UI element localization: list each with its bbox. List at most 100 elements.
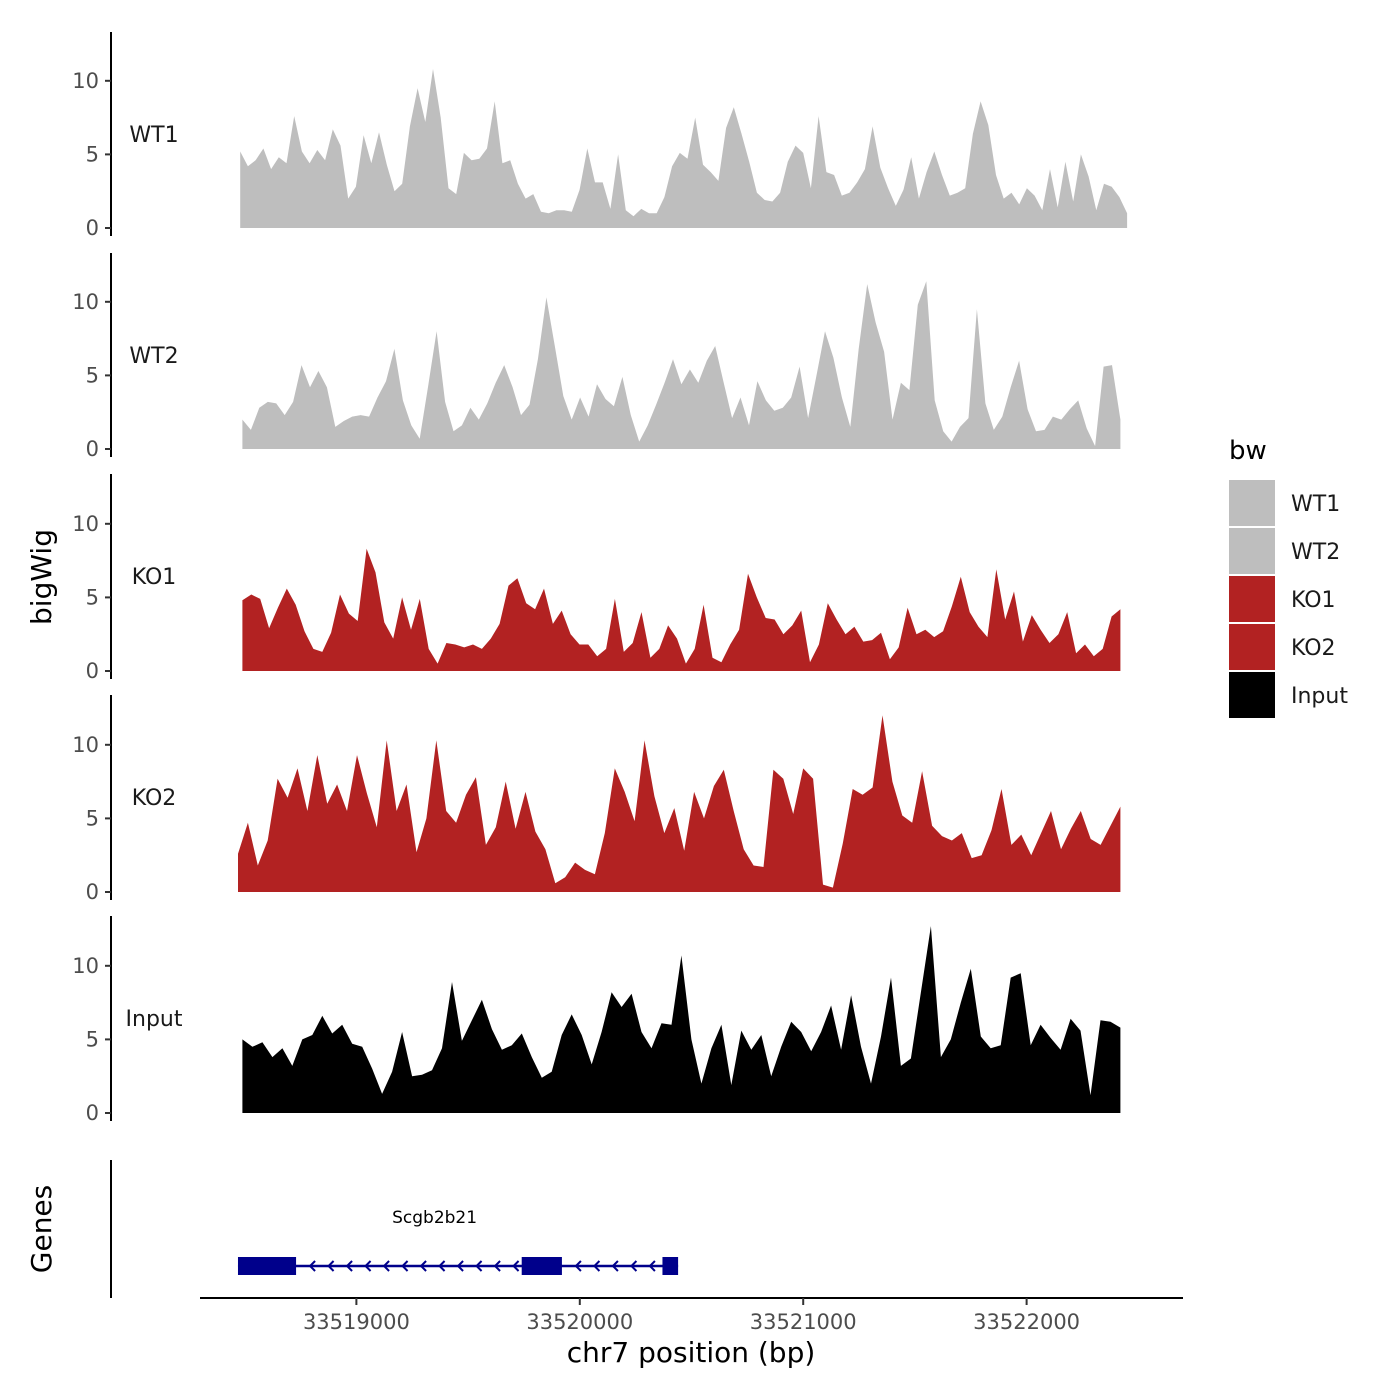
data-point: 6.6 [862, 794, 863, 795]
data-point: 3.1 [985, 403, 986, 404]
legend-swatch [1229, 528, 1275, 574]
strand-arrow [493, 1260, 501, 1272]
data-point: 3.5 [1005, 619, 1006, 620]
data-point: 1.0 [548, 213, 549, 214]
data-point: 2.4 [780, 192, 781, 193]
data-point: 6.4 [960, 576, 961, 577]
data-point: 5.4 [486, 148, 487, 149]
strand-arrow [419, 1260, 427, 1272]
data-point: 7.2 [425, 121, 426, 122]
data-point: 4.5 [252, 1046, 253, 1047]
y-tick-label: 10 [72, 512, 99, 536]
data-point: 2.0 [1022, 641, 1023, 642]
data-point: 4.3 [751, 1049, 752, 1050]
data-point: 4.6 [827, 603, 828, 604]
data-point: 1.8 [579, 644, 580, 645]
x-tick-label: 33522000 [973, 1310, 1080, 1334]
data-point: 1.2 [564, 210, 565, 211]
data-point: 5.5 [1080, 810, 1081, 811]
data-point: 4.3 [907, 607, 908, 608]
data-point: 3.9 [348, 613, 349, 614]
data-point: 0.5 [822, 884, 823, 885]
data-point: 2.6 [774, 410, 775, 411]
data-point: 2.0 [1061, 419, 1062, 420]
data-point: 5.5 [641, 1031, 642, 1032]
data-point: 3.4 [357, 620, 358, 621]
gene-models: Scgb2b21 [237, 1208, 679, 1275]
data-point: 5.3 [761, 1034, 762, 1035]
signal-area-WT1 [240, 69, 1128, 228]
data-point: 1.8 [455, 644, 456, 645]
data-point: 4.8 [262, 1042, 263, 1043]
data-point: 1.3 [322, 651, 323, 652]
data-point: 2.4 [541, 1077, 542, 1078]
data-point: 6.2 [791, 1021, 792, 1022]
data-point: 2.3 [360, 415, 361, 416]
data-point: 2.0 [571, 419, 572, 420]
data-point: 2.6 [237, 853, 238, 854]
data-point: 9.8 [917, 304, 918, 305]
data-point: 1.9 [731, 1084, 732, 1085]
data-point: 5.4 [521, 1033, 522, 1034]
data-point: 1.3 [641, 208, 642, 209]
data-point: 5.5 [396, 810, 397, 811]
data-point: 2.2 [588, 416, 589, 417]
data-point: 2.8 [470, 407, 471, 408]
data-point: 0.5 [951, 441, 952, 442]
data-point: 1.5 [584, 869, 585, 870]
data-point: 4.4 [376, 827, 377, 828]
data-point: 4.6 [255, 160, 256, 161]
data-point: 2.0 [701, 1083, 702, 1084]
data-point: 3.6 [1090, 838, 1091, 839]
data-point: 4.5 [664, 382, 665, 383]
x-axis-ticks: 33519000 33520000 33521000 33522000 [303, 1298, 1080, 1334]
y-axis-title: bigWig [25, 529, 58, 625]
data-point: 7.5 [960, 1002, 961, 1003]
data-point: 9.2 [890, 977, 891, 978]
data-point: 2.5 [845, 634, 846, 635]
data-point: 4.5 [362, 1046, 363, 1047]
data-point: 3.6 [563, 395, 564, 396]
data-point: 9.2 [1010, 977, 1011, 978]
data-point: 4.0 [271, 169, 272, 170]
data-point: 2.6 [903, 189, 904, 190]
data-point: 2.7 [1026, 188, 1027, 189]
data-point: 5.6 [795, 145, 796, 146]
data-point: 1.8 [1084, 644, 1085, 645]
data-point: 5.6 [286, 588, 287, 589]
data-point: 7.2 [621, 1006, 622, 1007]
data-point: 6.6 [322, 1015, 323, 1016]
data-point: 8.2 [920, 992, 921, 993]
data-point: 6.0 [327, 803, 328, 804]
data-point: 7.5 [505, 781, 506, 782]
data-point: 3.3 [402, 400, 403, 401]
strand-arrow [456, 1260, 464, 1272]
data-point: 6.9 [996, 569, 997, 570]
data-point: 2.3 [284, 415, 285, 416]
data-point: 3.1 [857, 182, 858, 183]
data-point: 4.4 [282, 1048, 283, 1049]
data-point: 3.5 [841, 397, 842, 398]
data-point: 0.7 [419, 438, 420, 439]
data-point: 4.5 [698, 382, 699, 383]
data-point: 7.0 [852, 788, 853, 789]
y-tick-label: 0 [86, 880, 99, 904]
data-point: 8.2 [611, 992, 612, 993]
data-point: 7.7 [481, 999, 482, 1000]
data-point: 2.0 [348, 198, 349, 199]
data-point: 4.8 [634, 821, 635, 822]
data-point: 1.2 [1042, 210, 1043, 211]
data-point: 0.5 [437, 663, 438, 664]
data-point: 6.6 [884, 351, 885, 352]
data-point: 2.3 [456, 194, 457, 195]
data-point: 0.6 [555, 883, 556, 884]
data-point: 1.5 [606, 648, 607, 649]
data-point: 6.6 [465, 794, 466, 795]
data-point: 1.8 [588, 644, 589, 645]
data-point: 2.5 [1058, 634, 1059, 635]
data-point: 3.0 [1103, 183, 1104, 184]
data-point: 4.3 [841, 1049, 842, 1050]
data-point: 2.7 [1027, 409, 1028, 410]
data-point: 5.1 [679, 152, 680, 153]
data-point: 4.3 [702, 164, 703, 165]
